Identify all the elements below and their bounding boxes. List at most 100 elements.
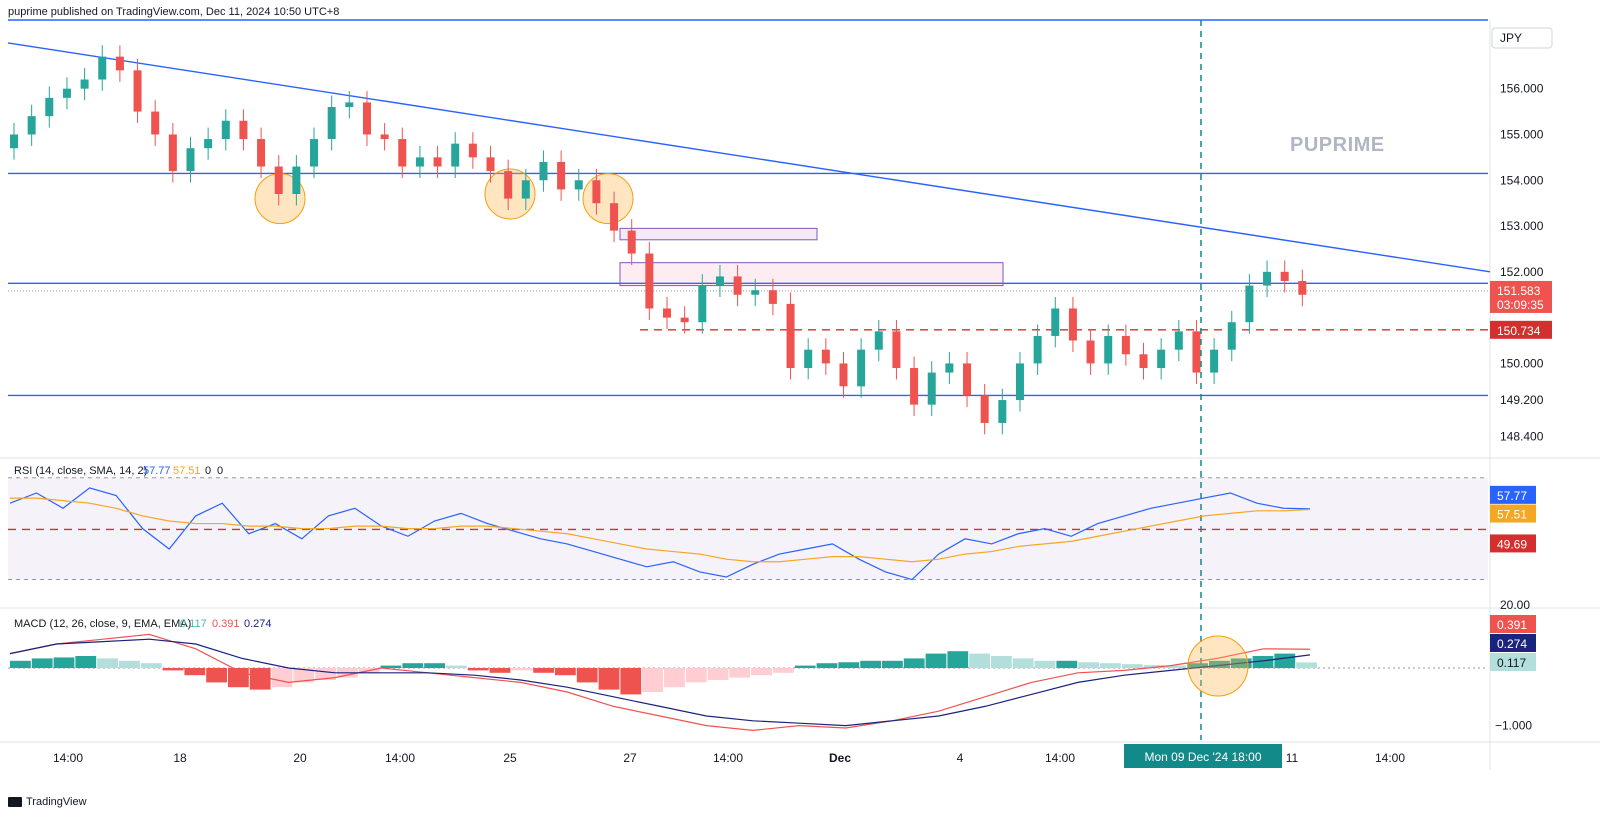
candle-body xyxy=(715,276,724,286)
candle-body xyxy=(892,331,901,368)
macd-histogram-bar xyxy=(664,668,685,688)
candle-body xyxy=(539,161,548,181)
macd-legend-value: 0.391 xyxy=(212,618,240,630)
time-tick: 18 xyxy=(173,751,187,765)
candle-body xyxy=(645,253,654,309)
macd-histogram-bar xyxy=(31,658,53,668)
candle-body xyxy=(1121,335,1130,355)
macd-histogram-bar xyxy=(53,657,75,668)
macd-histogram-bar xyxy=(119,660,140,668)
candle-body xyxy=(98,56,107,80)
candle-body xyxy=(733,276,742,295)
publish-info: puprime published on TradingView.com, De… xyxy=(8,6,340,18)
macd-histogram-bar xyxy=(1274,653,1296,668)
signal-line xyxy=(9,638,1311,727)
candle-body xyxy=(857,349,866,387)
macd-value-label: 0.274 xyxy=(1497,637,1527,651)
macd-histogram-bar xyxy=(947,651,969,668)
time-axis: 14:00 18 20 14:00 25 27 14:00 Dec 4 14:00 11 14:00 M… xyxy=(53,744,1405,768)
currency-box xyxy=(1491,27,1553,49)
candle-body xyxy=(1227,322,1236,350)
candle-body xyxy=(1139,354,1148,368)
candle-body xyxy=(451,143,460,167)
candle-body xyxy=(610,203,619,231)
macd-histogram-bar xyxy=(555,668,576,676)
macd-histogram-bar xyxy=(424,663,445,668)
candle-body xyxy=(998,400,1007,423)
price-tick: 154.000 xyxy=(1500,173,1544,187)
crosshair-time-label: Mon 09 Dec '24 18:00 xyxy=(1144,750,1261,764)
candle-body xyxy=(433,157,442,167)
rsi-value-label: 57.77 xyxy=(1497,489,1527,503)
last-price-label: 151.583 xyxy=(1497,284,1541,298)
macd-histogram-bar xyxy=(1121,664,1143,668)
candle-body xyxy=(927,372,936,405)
macd-histogram-bar xyxy=(1012,658,1034,668)
rsi-value-badge xyxy=(1490,534,1536,553)
macd-histogram-bar xyxy=(293,668,315,683)
rsi-title: RSI (14, close, SMA, 14, 2) xyxy=(14,465,147,477)
candle-body xyxy=(221,120,230,140)
price-tick: 155.000 xyxy=(1500,127,1544,141)
macd-value-label: 0.117 xyxy=(1497,656,1526,670)
candle-body xyxy=(380,134,389,140)
time-tick: 14:00 xyxy=(1375,751,1405,765)
candle-body xyxy=(486,157,495,172)
macd-histogram-bar xyxy=(1187,663,1208,668)
candle-body xyxy=(963,363,972,396)
macd-histogram-bar xyxy=(271,668,293,688)
candle-body xyxy=(204,139,213,149)
macd-histogram-bar xyxy=(10,660,31,668)
macd-legend-value: 0.117 xyxy=(180,618,207,630)
rsi-value-label: 49.69 xyxy=(1497,537,1527,551)
macd-histogram-bar xyxy=(1100,663,1121,668)
macd-histogram-bar xyxy=(729,668,751,678)
candle-body xyxy=(768,290,777,304)
macd-histogram-bar xyxy=(598,668,620,690)
rsi-series-sma xyxy=(10,497,1311,563)
candle-body xyxy=(821,349,830,364)
crosshair-time-badge xyxy=(1124,744,1282,768)
macd-histogram-bar xyxy=(882,660,903,668)
candle-body xyxy=(698,285,707,323)
price-tick: 152.000 xyxy=(1500,265,1544,279)
candle-body xyxy=(980,395,989,423)
macd-histogram-bar xyxy=(969,653,990,668)
candle-body xyxy=(45,97,54,117)
candle-body xyxy=(133,70,142,112)
countdown-label: 03:09:35 xyxy=(1497,298,1544,312)
macd-histogram-bar xyxy=(511,668,533,671)
level-label: 150.734 xyxy=(1497,324,1541,338)
candle-body xyxy=(186,148,195,172)
macd-histogram-bar xyxy=(1296,662,1317,668)
candle-body xyxy=(910,368,919,405)
candle-body xyxy=(1015,363,1024,401)
candle-body xyxy=(1210,349,1219,373)
candle-body xyxy=(1068,308,1077,341)
macd-histogram-bar xyxy=(925,653,947,668)
candle-body xyxy=(239,120,248,140)
macd-histogram-bar xyxy=(489,668,511,673)
macd-histogram-bar xyxy=(794,665,816,668)
macd-histogram-bar xyxy=(162,668,184,671)
time-tick: 4 xyxy=(957,751,964,765)
candle-body xyxy=(1174,331,1183,350)
candle-body xyxy=(1245,285,1254,323)
macd-value-badge xyxy=(1490,653,1536,671)
macd-histogram-bar xyxy=(1034,660,1056,668)
candle-body xyxy=(1263,271,1272,286)
candle-body xyxy=(945,363,954,373)
time-tick: 25 xyxy=(503,751,517,765)
macd-histogram-bar xyxy=(773,668,794,673)
price-tick: 153.000 xyxy=(1500,219,1544,233)
trendline xyxy=(7,42,1491,273)
time-tick: 14:00 xyxy=(53,751,83,765)
macd-histogram-bar xyxy=(184,668,206,676)
time-tick: Dec xyxy=(829,751,851,765)
zone-box xyxy=(619,227,818,241)
candle-body xyxy=(627,230,636,254)
macd-histogram-bar xyxy=(1165,665,1187,668)
macd-histogram-bar xyxy=(620,668,642,695)
highlight-circle xyxy=(1187,635,1249,697)
